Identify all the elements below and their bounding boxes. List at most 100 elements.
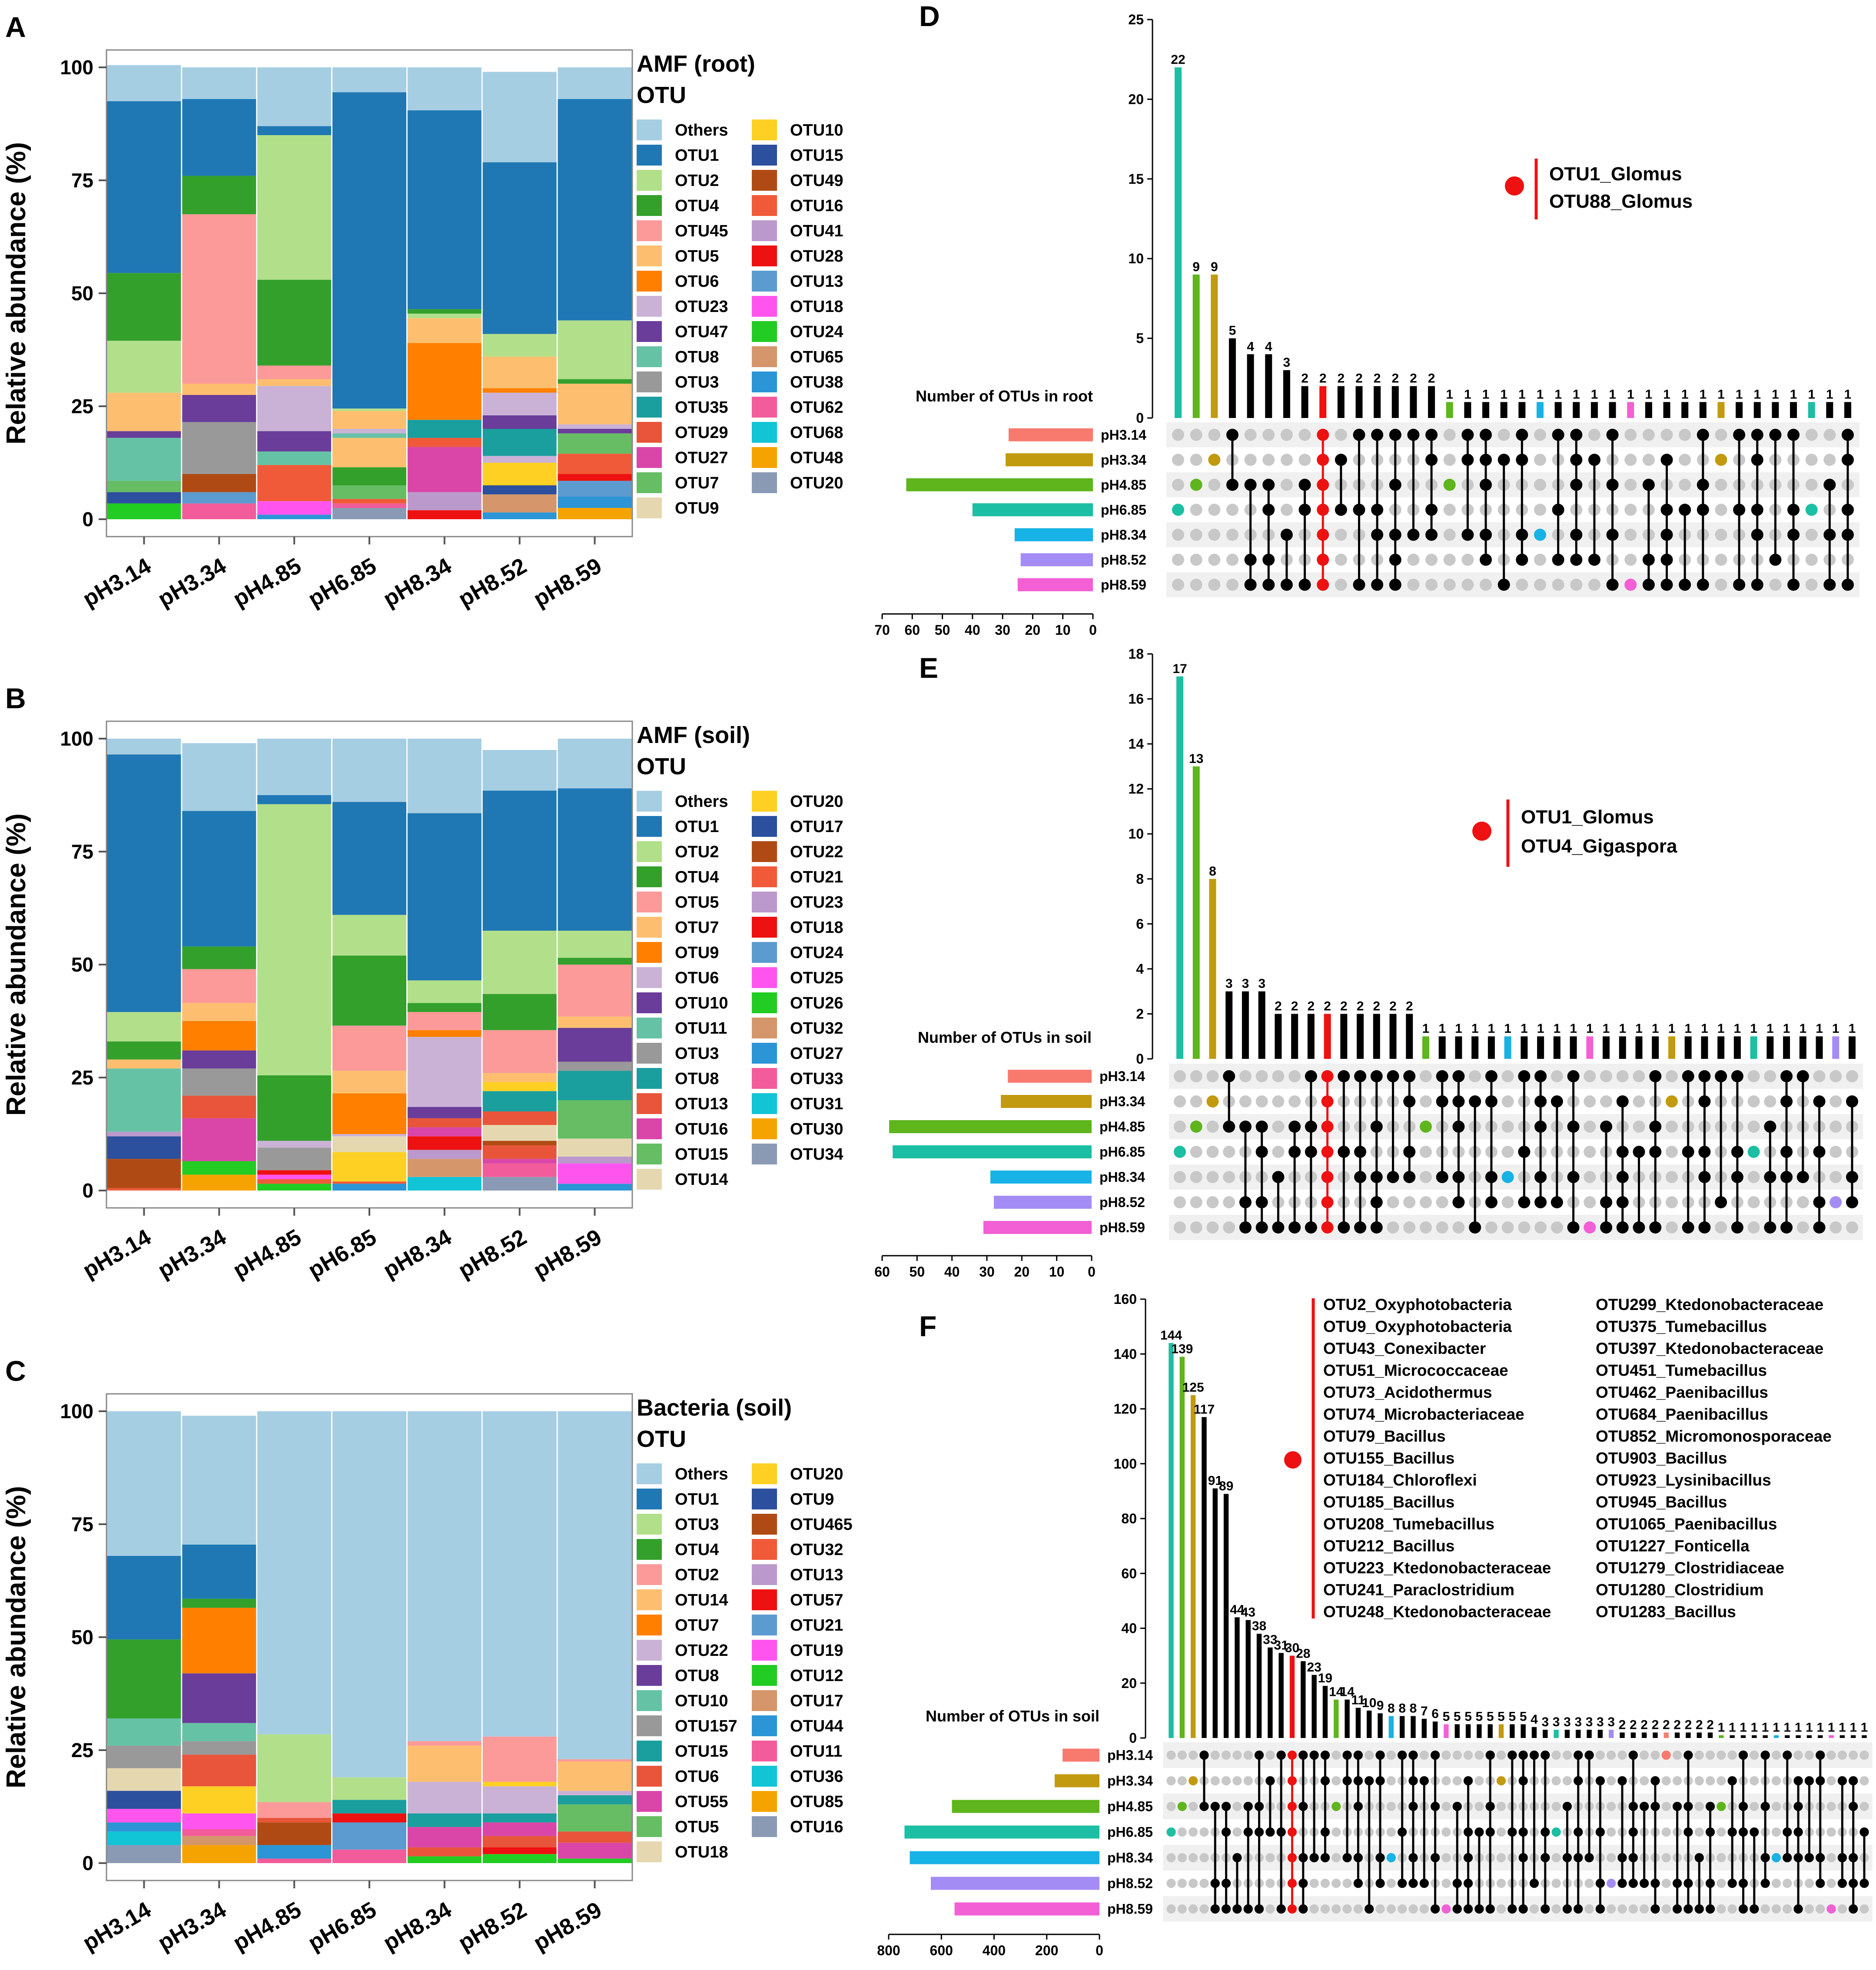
set-size-bar <box>1020 553 1093 567</box>
matrix-dot-empty <box>1705 1776 1715 1786</box>
x-tick-label: 60 <box>874 1264 890 1280</box>
bar-segment-otu7 <box>482 1073 557 1082</box>
legend-label: OTU13 <box>790 1566 843 1584</box>
legend-label: OTU6 <box>675 272 719 291</box>
intersection-bar <box>1674 1732 1680 1738</box>
legend-label: OTU2 <box>675 843 719 861</box>
bar-segment-otu49 <box>182 474 256 492</box>
matrix-dot-empty <box>1452 1750 1462 1760</box>
matrix-dot-filled <box>1826 1904 1836 1914</box>
bar-segment-otu55 <box>558 1843 632 1859</box>
bar-segment-others <box>257 1411 332 1735</box>
bar-segment-others <box>482 72 557 163</box>
legend-label: OTU3 <box>675 373 719 391</box>
matrix-dot-empty <box>1628 1904 1638 1914</box>
intersection-bar <box>1609 402 1616 418</box>
matrix-dot-empty <box>1474 1801 1484 1811</box>
matrix-dot-filled <box>1661 1750 1671 1760</box>
matrix-dot-empty <box>1272 1070 1285 1082</box>
legend-swatch <box>637 1093 662 1114</box>
intersection-count: 8 <box>1388 1701 1395 1716</box>
matrix-dot-empty <box>1309 1878 1319 1888</box>
matrix-dot-empty <box>1206 1221 1219 1234</box>
legend-label: OTU49 <box>790 172 843 190</box>
intersection-bar <box>1245 1620 1251 1738</box>
matrix-dot-empty <box>1272 1121 1285 1133</box>
annotation-otu: OTU248_Ktedonobacteraceae <box>1323 1603 1551 1621</box>
annotation-otu: OTU1279_Clostridiaceae <box>1596 1559 1784 1577</box>
matrix-dot-empty <box>1661 1801 1671 1811</box>
bar-segment-otu4 <box>107 1041 181 1060</box>
y-tick-label: 14 <box>1128 736 1144 752</box>
intersection-count: 1 <box>1736 387 1743 401</box>
matrix-dot-empty <box>1210 1776 1220 1786</box>
matrix-dot-empty <box>1331 1853 1341 1863</box>
matrix-row-band <box>1169 1139 1863 1164</box>
matrix-dot-empty <box>1272 1095 1285 1108</box>
matrix-dot-empty <box>1584 1070 1596 1082</box>
intersection-bar <box>1411 1716 1416 1738</box>
matrix-dot-empty <box>1166 1878 1176 1888</box>
intersection-count: 1 <box>1783 1021 1790 1036</box>
x-tick-label: 0 <box>1096 1943 1103 1958</box>
matrix-dot-empty <box>1529 1904 1539 1914</box>
set-label: pH8.59 <box>1107 1901 1153 1917</box>
intersection-bar <box>1268 1647 1273 1738</box>
matrix-dot-empty <box>1816 1904 1825 1914</box>
matrix-dot-empty <box>1419 1221 1432 1234</box>
intersection-count: 2 <box>1619 1718 1626 1732</box>
legend-label: OTU35 <box>675 398 728 417</box>
intersection-count: 3 <box>1283 355 1291 370</box>
intersection-bar <box>1169 1343 1174 1738</box>
matrix-dot-empty <box>1750 1801 1759 1811</box>
y-tick-label: 4 <box>1136 961 1144 977</box>
bar-segment-otu22 <box>482 1786 557 1814</box>
x-tick-label: 20 <box>1025 622 1041 638</box>
bar-segment-otu11 <box>182 1829 256 1836</box>
intersection-bar <box>1307 1014 1315 1059</box>
intersection-count: 1 <box>1783 1721 1791 1735</box>
bar-segment-otu4 <box>182 176 256 214</box>
legend-label: OTU22 <box>790 843 843 861</box>
matrix-dot-empty <box>1221 1750 1231 1760</box>
intersection-count: 1 <box>1668 1021 1676 1036</box>
legend-swatch <box>752 1564 777 1585</box>
matrix-dot-empty <box>1823 428 1836 441</box>
legend-swatch <box>637 1043 662 1064</box>
matrix-dot-empty <box>1398 1904 1407 1914</box>
bar-segment-otu32 <box>407 1159 481 1177</box>
legend-label: OTU20 <box>790 793 843 811</box>
matrix-dot-empty <box>1208 428 1221 441</box>
intersection-count: 1 <box>1619 1021 1626 1036</box>
intersection-count: 2 <box>1410 371 1417 386</box>
matrix-dot-empty <box>1534 428 1546 441</box>
bar-segment-otu16 <box>107 1845 181 1863</box>
intersection-count: 2 <box>1291 999 1298 1013</box>
intersection-count: 1 <box>1844 387 1852 401</box>
legend-label: OTU62 <box>790 398 843 417</box>
intersection-count: 2 <box>1319 371 1327 386</box>
y-tick-label: 0 <box>1136 410 1144 426</box>
matrix-dot-empty <box>1552 578 1564 591</box>
intersection-bar <box>1322 1686 1328 1738</box>
legend-label: OTU1 <box>675 818 719 836</box>
matrix-dot-empty <box>1562 1776 1572 1786</box>
legend-swatch <box>752 1093 777 1114</box>
matrix-dot-empty <box>1190 578 1202 591</box>
intersection-bar <box>1225 991 1233 1059</box>
intersection-count: 1 <box>1701 1021 1708 1036</box>
y-tick-label: 120 <box>1114 1401 1137 1417</box>
matrix-dot-empty <box>1796 1221 1809 1234</box>
set-size-bar <box>931 1877 1099 1890</box>
bar-segment-others <box>407 739 481 813</box>
matrix-dot-empty <box>1804 1878 1814 1888</box>
legend-swatch <box>752 942 777 963</box>
intersection-count: 9 <box>1377 1698 1384 1713</box>
bar-segment-otu1 <box>107 1555 181 1640</box>
intersection-bar <box>1652 1036 1659 1059</box>
matrix-dot-empty <box>1485 1221 1497 1234</box>
set-size-bar <box>906 478 1093 491</box>
matrix-dot-empty <box>1616 1070 1629 1082</box>
bar-segment-otu9 <box>332 1093 406 1134</box>
intersection-bar <box>1312 1675 1317 1738</box>
